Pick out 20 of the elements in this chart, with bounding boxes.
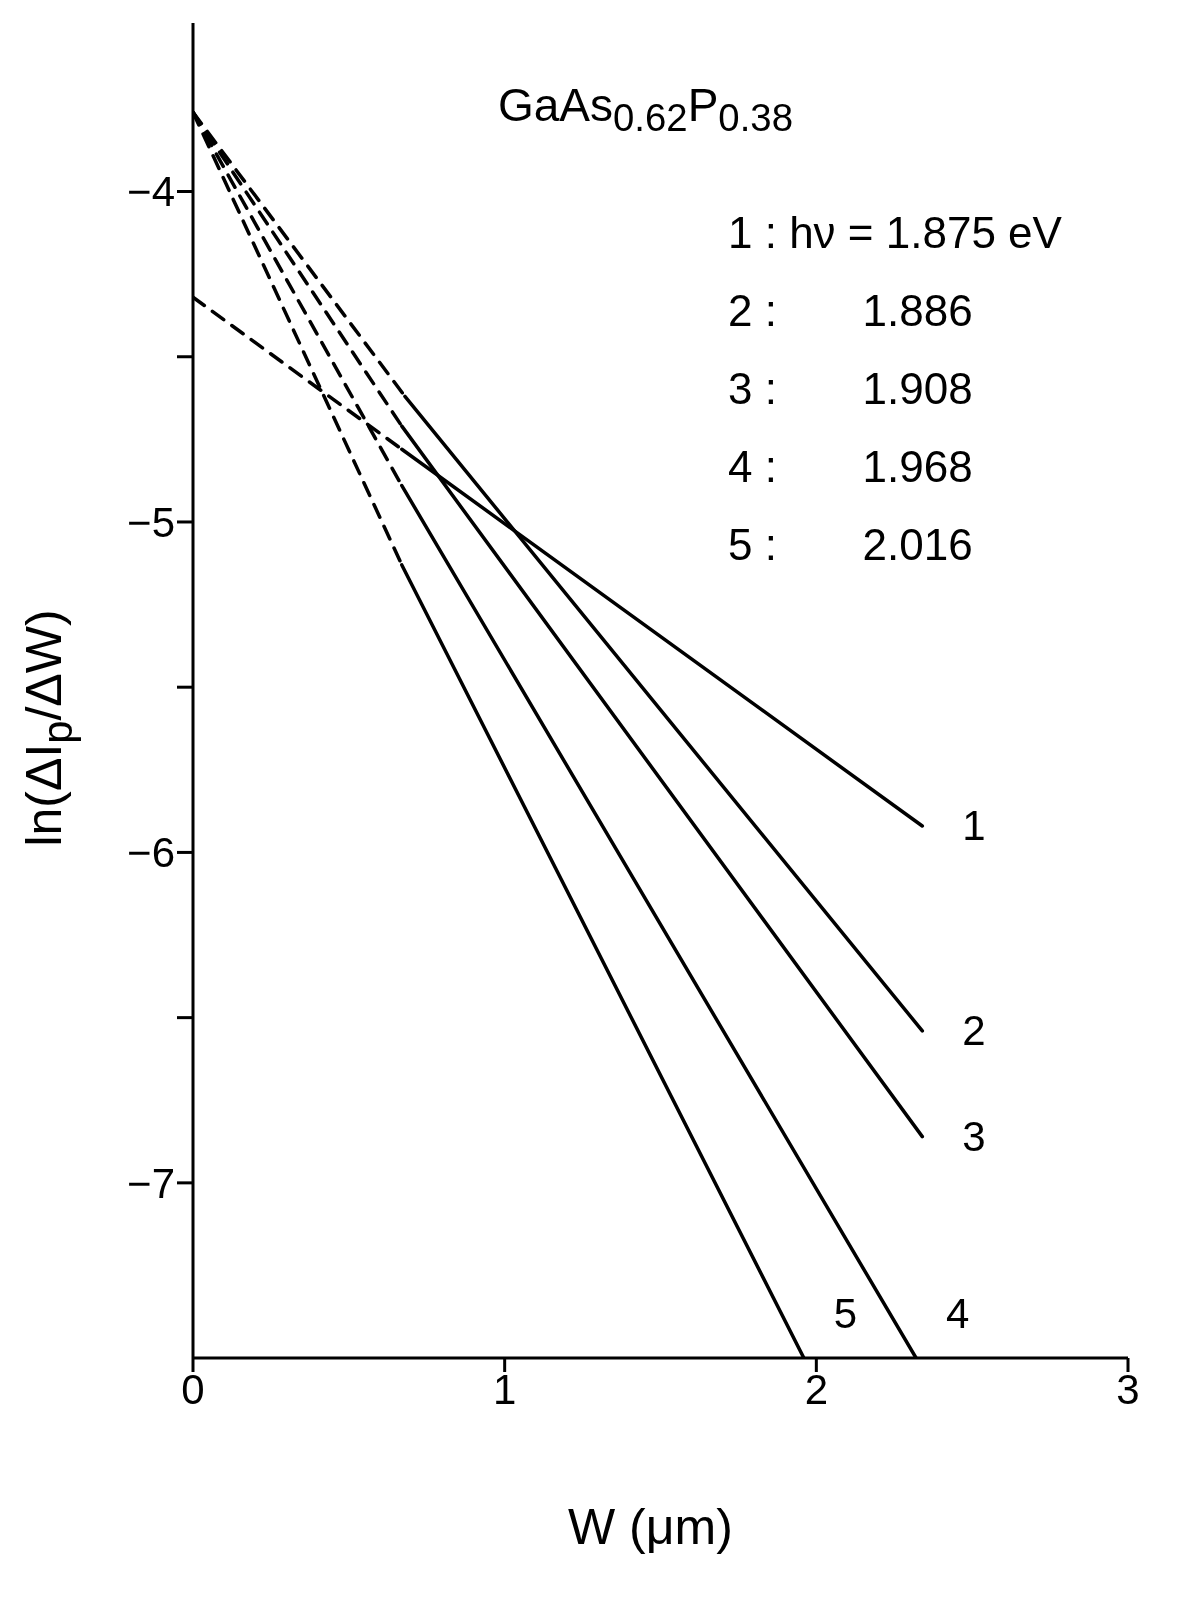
- x-tick-label: 1: [492, 1365, 517, 1413]
- annotation: 3 : 1.908: [728, 364, 973, 414]
- series-label: 2: [962, 1006, 986, 1054]
- series-label: 1: [962, 801, 986, 849]
- annotation: 1 : hν = 1.875 eV: [728, 208, 1062, 258]
- text: GaAs$_{0.62}$P$_{0.38}$: [498, 78, 793, 141]
- y-tick-label: −5: [127, 498, 175, 546]
- x-tick-label: 2: [804, 1365, 829, 1413]
- x-tick-label: 3: [1116, 1365, 1140, 1413]
- y-tick-label: −4: [127, 168, 175, 216]
- y-tick-label: −7: [127, 1159, 175, 1207]
- series-label: 5: [833, 1290, 858, 1337]
- annotation: 5 : 2.016: [728, 520, 973, 570]
- x-axis-title: W (μm): [568, 1498, 733, 1556]
- x-tick-label: 0: [181, 1365, 205, 1413]
- series-label: 3: [962, 1112, 986, 1160]
- annotation: 2 : 1.886: [728, 286, 973, 336]
- annotation: 4 : 1.968: [728, 442, 973, 492]
- y-tick-label: −6: [127, 829, 175, 877]
- series-label: 4: [946, 1290, 970, 1337]
